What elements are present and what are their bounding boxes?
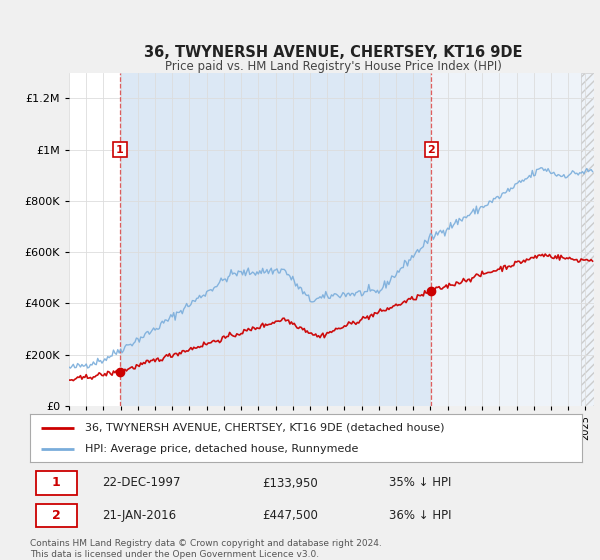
Bar xyxy=(581,73,594,406)
Text: 36, TWYNERSH AVENUE, CHERTSEY, KT16 9DE (detached house): 36, TWYNERSH AVENUE, CHERTSEY, KT16 9DE … xyxy=(85,423,445,433)
Text: 1: 1 xyxy=(116,144,124,155)
Text: 21-JAN-2016: 21-JAN-2016 xyxy=(102,509,176,522)
Text: 36, TWYNERSH AVENUE, CHERTSEY, KT16 9DE: 36, TWYNERSH AVENUE, CHERTSEY, KT16 9DE xyxy=(144,45,522,60)
Text: 35% ↓ HPI: 35% ↓ HPI xyxy=(389,477,451,489)
FancyBboxPatch shape xyxy=(35,472,77,494)
Text: 22-DEC-1997: 22-DEC-1997 xyxy=(102,477,180,489)
Text: 2: 2 xyxy=(52,509,61,522)
Bar xyxy=(120,73,431,406)
Text: Contains HM Land Registry data © Crown copyright and database right 2024.
This d: Contains HM Land Registry data © Crown c… xyxy=(30,539,382,559)
Text: Price paid vs. HM Land Registry's House Price Index (HPI): Price paid vs. HM Land Registry's House … xyxy=(164,60,502,73)
Text: 1: 1 xyxy=(52,477,61,489)
Text: 36% ↓ HPI: 36% ↓ HPI xyxy=(389,509,451,522)
Text: HPI: Average price, detached house, Runnymede: HPI: Average price, detached house, Runn… xyxy=(85,444,359,454)
Text: £447,500: £447,500 xyxy=(262,509,318,522)
FancyBboxPatch shape xyxy=(35,504,77,527)
Bar xyxy=(431,73,594,406)
Text: £133,950: £133,950 xyxy=(262,477,317,489)
Text: 2: 2 xyxy=(427,144,435,155)
